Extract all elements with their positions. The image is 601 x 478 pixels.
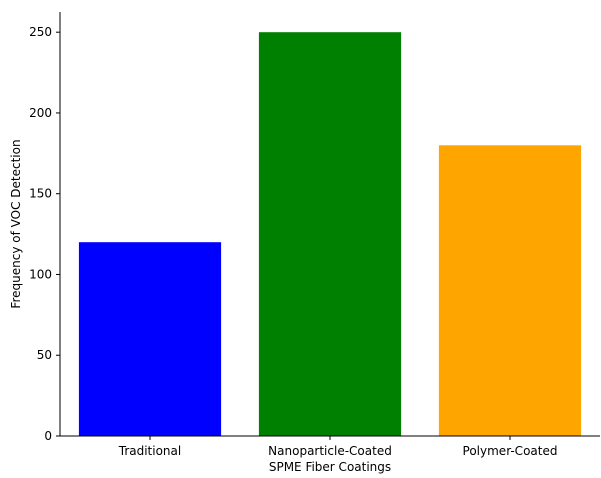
x-tick-label: Traditional <box>118 444 181 458</box>
x-axis-ticks: Traditional Nanoparticle-Coated Polymer-Co… <box>118 436 558 458</box>
y-axis-label: Frequency of VOC Detection <box>9 139 23 308</box>
bar-polymer-coated <box>438 145 582 437</box>
y-tick-label: 200 <box>29 106 52 120</box>
y-tick-label: 250 <box>29 25 52 39</box>
y-tick-label: 100 <box>29 267 52 281</box>
x-axis-label: SPME Fiber Coatings <box>269 460 391 474</box>
y-tick-label: 150 <box>29 187 52 201</box>
x-tick-label: Nanoparticle-Coated <box>268 444 392 458</box>
x-tick-label: Polymer-Coated <box>463 444 558 458</box>
y-tick-label: 50 <box>37 348 52 362</box>
y-tick-label: 0 <box>44 429 52 443</box>
bars <box>78 32 582 437</box>
bar-nanoparticle-coated <box>258 32 402 436</box>
y-axis-ticks: 0 50 100 150 200 250 <box>29 25 60 443</box>
bar-traditional <box>78 242 222 436</box>
